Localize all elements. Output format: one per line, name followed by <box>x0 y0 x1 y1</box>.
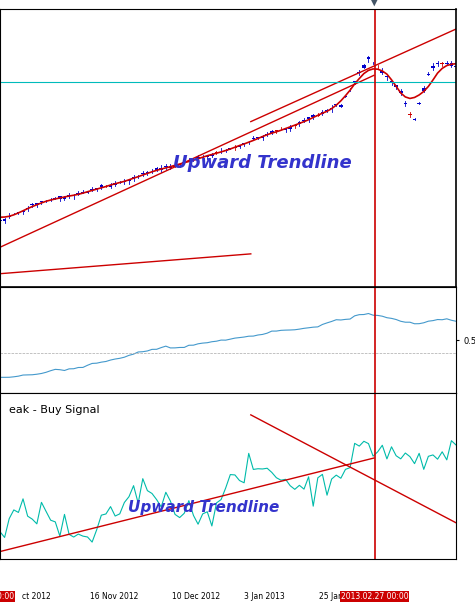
Bar <box>266 134 269 135</box>
Bar <box>247 141 250 142</box>
Bar <box>210 155 214 157</box>
Bar <box>26 208 29 209</box>
Text: ct 2012: ct 2012 <box>22 592 51 601</box>
Bar <box>316 115 320 116</box>
Bar <box>114 183 117 185</box>
Bar <box>164 166 168 168</box>
Bar <box>440 63 444 64</box>
Bar <box>169 166 172 168</box>
Bar <box>431 66 435 68</box>
Bar <box>422 88 426 91</box>
Bar <box>325 110 329 111</box>
Bar <box>58 196 62 199</box>
Bar <box>196 157 200 158</box>
Text: eak - Buy Signal: eak - Buy Signal <box>9 405 100 415</box>
Bar <box>353 81 357 82</box>
Bar <box>90 189 94 190</box>
Bar <box>21 211 25 212</box>
Bar <box>145 172 149 173</box>
Bar <box>215 152 219 153</box>
Bar <box>408 114 412 115</box>
Bar <box>261 136 265 138</box>
Bar <box>371 62 375 63</box>
Bar <box>224 150 228 151</box>
Bar <box>160 168 163 170</box>
Bar <box>0 220 2 221</box>
Bar <box>39 201 43 202</box>
Bar <box>297 122 301 124</box>
Bar <box>284 129 287 130</box>
Bar <box>95 188 98 189</box>
Bar <box>35 203 38 205</box>
Text: ▼: ▼ <box>370 0 378 6</box>
Bar <box>307 117 311 120</box>
Bar <box>242 143 246 144</box>
Bar <box>367 58 370 59</box>
Bar <box>30 204 34 205</box>
Bar <box>251 138 255 139</box>
Bar <box>127 180 131 181</box>
Bar <box>123 181 126 182</box>
Text: Upward Trendline: Upward Trendline <box>173 154 352 172</box>
Bar <box>118 182 122 183</box>
Bar <box>394 85 398 87</box>
Bar <box>454 66 458 67</box>
Bar <box>288 127 292 129</box>
Bar <box>339 105 342 107</box>
Text: 2013.02.27 00:00: 2013.02.27 00:00 <box>341 592 408 601</box>
Bar <box>155 168 159 170</box>
Bar <box>321 112 324 114</box>
Bar <box>270 131 274 133</box>
Bar <box>256 137 260 138</box>
Bar <box>228 147 232 149</box>
Bar <box>76 193 80 195</box>
Bar <box>81 192 85 193</box>
Bar <box>54 198 57 199</box>
Bar <box>385 76 389 77</box>
Bar <box>380 71 384 72</box>
Bar <box>418 103 421 104</box>
Bar <box>191 159 195 160</box>
Bar <box>403 103 407 104</box>
Text: 16 Nov 2012: 16 Nov 2012 <box>90 592 138 601</box>
Bar <box>86 192 89 193</box>
Bar <box>17 212 20 213</box>
Bar <box>8 216 11 217</box>
Bar <box>132 177 135 179</box>
Bar <box>436 63 439 64</box>
Bar <box>99 185 103 187</box>
Bar <box>173 166 177 167</box>
Bar <box>63 197 66 199</box>
Bar <box>72 195 76 196</box>
Bar <box>233 147 237 148</box>
Bar <box>3 219 7 220</box>
Bar <box>445 63 448 64</box>
Text: 25 Jan 2013: 25 Jan 2013 <box>319 592 365 601</box>
Bar <box>330 107 333 109</box>
Text: 10 Dec 2012: 10 Dec 2012 <box>172 592 220 601</box>
Bar <box>427 74 430 75</box>
Bar <box>67 195 71 196</box>
Text: ...00:00: ...00:00 <box>0 592 15 601</box>
Bar <box>219 150 223 152</box>
Bar <box>141 173 144 174</box>
Bar <box>279 128 283 129</box>
Text: 3 Jan 2013: 3 Jan 2013 <box>244 592 285 601</box>
Bar <box>312 115 315 117</box>
Bar <box>293 125 296 126</box>
Bar <box>362 65 366 68</box>
Bar <box>334 104 338 105</box>
Bar <box>413 119 417 120</box>
Bar <box>399 91 402 93</box>
Bar <box>109 185 113 187</box>
Bar <box>343 96 347 97</box>
Text: Upward Trendline: Upward Trendline <box>128 500 279 515</box>
Bar <box>449 63 453 66</box>
Bar <box>238 146 241 147</box>
Bar <box>104 185 108 186</box>
Bar <box>302 120 306 122</box>
Bar <box>182 162 186 163</box>
Bar <box>201 157 205 158</box>
Bar <box>206 156 209 157</box>
